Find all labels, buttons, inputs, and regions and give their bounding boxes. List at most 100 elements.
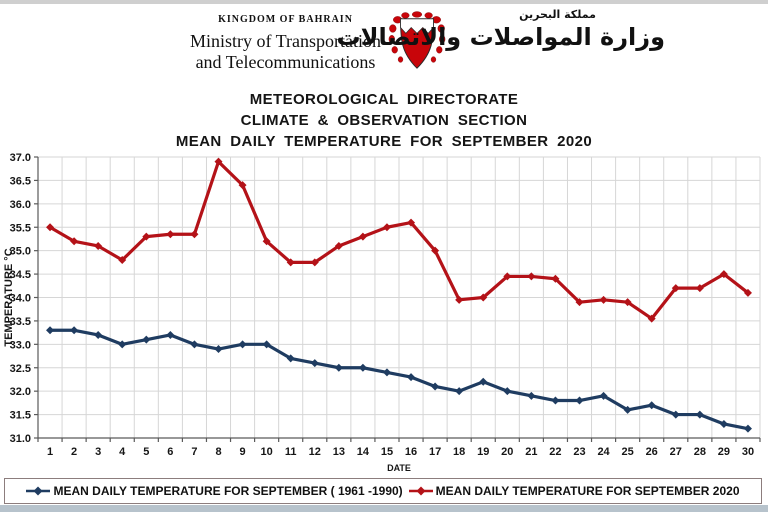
data-point-marker: [142, 335, 151, 344]
temperature-chart: 37.0 36.5 36.0 35.5 35.0 34.5 34.0 33.5 33.0 32.5…: [0, 148, 768, 478]
svg-text:37.0: 37.0: [10, 152, 31, 164]
data-point-marker: [695, 284, 704, 293]
chart-gridlines: [37, 156, 761, 439]
data-point-marker: [527, 391, 536, 400]
data-point-marker: [407, 218, 416, 227]
data-point-marker: [334, 241, 343, 250]
svg-text:23: 23: [573, 446, 585, 458]
svg-text:24: 24: [597, 446, 610, 458]
data-point-marker: [455, 387, 464, 396]
svg-text:34.5: 34.5: [10, 269, 31, 281]
legend-label: MEAN DAILY TEMPERATURE FOR SEPTEMBER ( 1…: [53, 484, 403, 498]
svg-text:29: 29: [718, 446, 730, 458]
svg-text:19: 19: [477, 446, 489, 458]
data-point-marker: [527, 272, 536, 281]
svg-text:14: 14: [357, 446, 370, 458]
svg-text:30: 30: [742, 446, 754, 458]
legend-marker-icon: [408, 486, 433, 496]
data-point-marker: [647, 401, 656, 410]
svg-text:16: 16: [405, 446, 417, 458]
data-point-marker: [118, 340, 127, 349]
svg-text:18: 18: [453, 446, 465, 458]
svg-text:10: 10: [261, 446, 273, 458]
svg-text:31.0: 31.0: [10, 433, 31, 445]
svg-text:22: 22: [549, 446, 561, 458]
data-point-marker: [719, 419, 728, 428]
ministry-name-line1: Ministry of Transportation: [189, 31, 381, 51]
data-point-marker: [238, 181, 247, 190]
svg-text:17: 17: [429, 446, 441, 458]
data-point-marker: [575, 298, 584, 307]
data-point-marker: [166, 330, 175, 339]
data-point-marker: [190, 340, 199, 349]
data-point-marker: [575, 396, 584, 405]
data-point-marker: [262, 237, 271, 246]
svg-text:3: 3: [95, 446, 101, 458]
data-point-marker: [310, 258, 319, 267]
data-point-marker: [455, 295, 464, 304]
data-point-marker: [94, 330, 103, 339]
svg-text:35.0: 35.0: [10, 246, 31, 258]
svg-text:15: 15: [381, 446, 393, 458]
data-point-marker: [407, 373, 416, 382]
data-point-marker: [166, 230, 175, 239]
svg-text:31.5: 31.5: [10, 410, 31, 422]
data-point-marker: [551, 396, 560, 405]
ministry-header-arabic: مملكة البحرين وزارة المواصلات والاتصالات: [336, 8, 665, 51]
data-point-marker: [719, 270, 728, 279]
title-line-subject: MEAN DAILY TEMPERATURE FOR SEPTEMBER 202…: [175, 133, 593, 150]
ministry-name-arabic: وزارة المواصلات والاتصالات: [336, 23, 665, 51]
data-point-marker: [358, 363, 367, 372]
x-axis-tick-labels: 1 2 3 4 5 6 7 8 9 10 11 12 13 14 15 16 17 18 19 20 21 22 23 24 2…: [47, 446, 754, 458]
data-point-marker: [623, 298, 632, 307]
data-point-marker: [503, 272, 512, 281]
data-point-marker: [671, 284, 680, 293]
svg-text:34.0: 34.0: [10, 293, 31, 305]
svg-text:4: 4: [119, 446, 126, 458]
svg-text:8: 8: [215, 446, 221, 458]
data-point-marker: [214, 345, 223, 354]
legend-label: MEAN DAILY TEMPERATURE FOR SEPTEMBER 202…: [435, 484, 740, 498]
data-point-marker: [671, 410, 680, 419]
data-point-marker: [238, 340, 247, 349]
svg-text:25: 25: [622, 446, 634, 458]
data-point-marker: [599, 295, 608, 304]
data-point-marker: [599, 391, 608, 400]
data-point-marker: [142, 232, 151, 241]
series-line: [49, 160, 749, 321]
data-point-marker: [190, 230, 199, 239]
svg-text:11: 11: [285, 446, 297, 458]
svg-text:7: 7: [191, 446, 197, 458]
kingdom-label: KINGDOM OF BAHRAIN: [218, 14, 353, 25]
data-point-marker: [70, 326, 79, 335]
kingdom-label-arabic: مملكة البحرين: [519, 8, 596, 21]
data-point-marker: [46, 223, 55, 232]
legend-item: MEAN DAILY TEMPERATURE FOR SEPTEMBER 202…: [408, 484, 740, 498]
svg-text:12: 12: [309, 446, 321, 458]
bahrain-emblem-icon: [386, 10, 448, 78]
data-point-marker: [94, 241, 103, 250]
svg-text:1: 1: [47, 446, 53, 458]
chart-legend: MEAN DAILY TEMPERATURE FOR SEPTEMBER ( 1…: [4, 478, 762, 504]
data-point-marker: [262, 340, 271, 349]
svg-text:9: 9: [240, 446, 246, 458]
svg-text:32.5: 32.5: [10, 363, 31, 375]
data-point-marker: [310, 359, 319, 368]
data-point-marker: [358, 232, 367, 241]
y-axis-tick-labels: 37.0 36.5 36.0 35.5 35.0 34.5 34.0 33.5 33.0 32.5…: [10, 152, 31, 445]
data-point-marker: [382, 368, 391, 377]
data-point-marker: [286, 354, 295, 363]
svg-text:32.0: 32.0: [10, 386, 31, 398]
data-point-marker: [46, 326, 55, 335]
data-point-marker: [743, 288, 752, 297]
data-point-marker: [214, 157, 223, 166]
svg-text:33.0: 33.0: [10, 339, 31, 351]
ministry-header-english: KINGDOM OF BAHRAIN Ministry of Transport…: [178, 14, 393, 73]
page-title: METEOROLOGICAL DIRECTORATE CLIMATE & OBS…: [0, 89, 768, 152]
svg-text:35.5: 35.5: [10, 222, 31, 234]
x-axis-title: DATE: [387, 463, 411, 473]
data-point-marker: [118, 256, 127, 265]
data-point-marker: [382, 223, 391, 232]
svg-text:21: 21: [525, 446, 537, 458]
